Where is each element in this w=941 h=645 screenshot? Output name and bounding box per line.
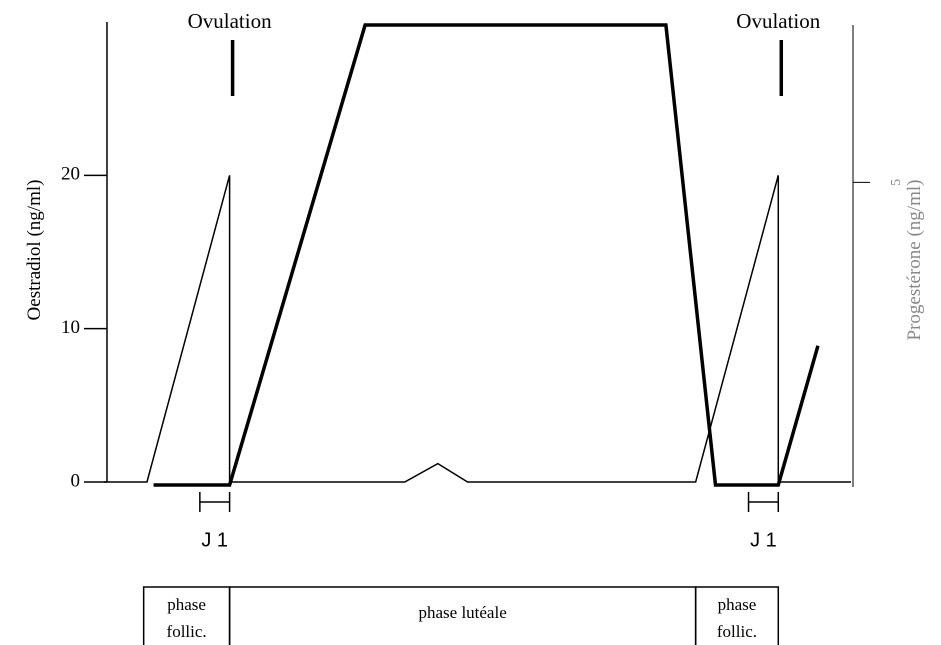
phase-label: phase xyxy=(718,595,757,614)
series-line xyxy=(153,23,820,487)
marker-label: J 1 xyxy=(750,529,777,551)
annotation: Ovulation xyxy=(736,9,820,33)
y-tick-label: 0 xyxy=(71,470,81,491)
phase-box xyxy=(694,586,780,645)
phase-label: follic. xyxy=(717,622,757,641)
series-line xyxy=(104,175,851,483)
y-axis-label: Oestradiol (ng/ml) xyxy=(24,180,45,321)
annotation: Ovulation xyxy=(188,9,272,33)
marker-label: J 1 xyxy=(201,529,228,551)
y-tick-label: 10 xyxy=(61,317,80,338)
y2-tick-label: 5 xyxy=(889,179,904,186)
phase-label: phase xyxy=(167,595,206,614)
y2-axis-label: Progestérone (ng/ml) xyxy=(904,180,925,341)
phase-label: phase lutéale xyxy=(418,603,506,622)
y-tick-label: 20 xyxy=(61,164,80,185)
phase-label: follic. xyxy=(167,622,207,641)
